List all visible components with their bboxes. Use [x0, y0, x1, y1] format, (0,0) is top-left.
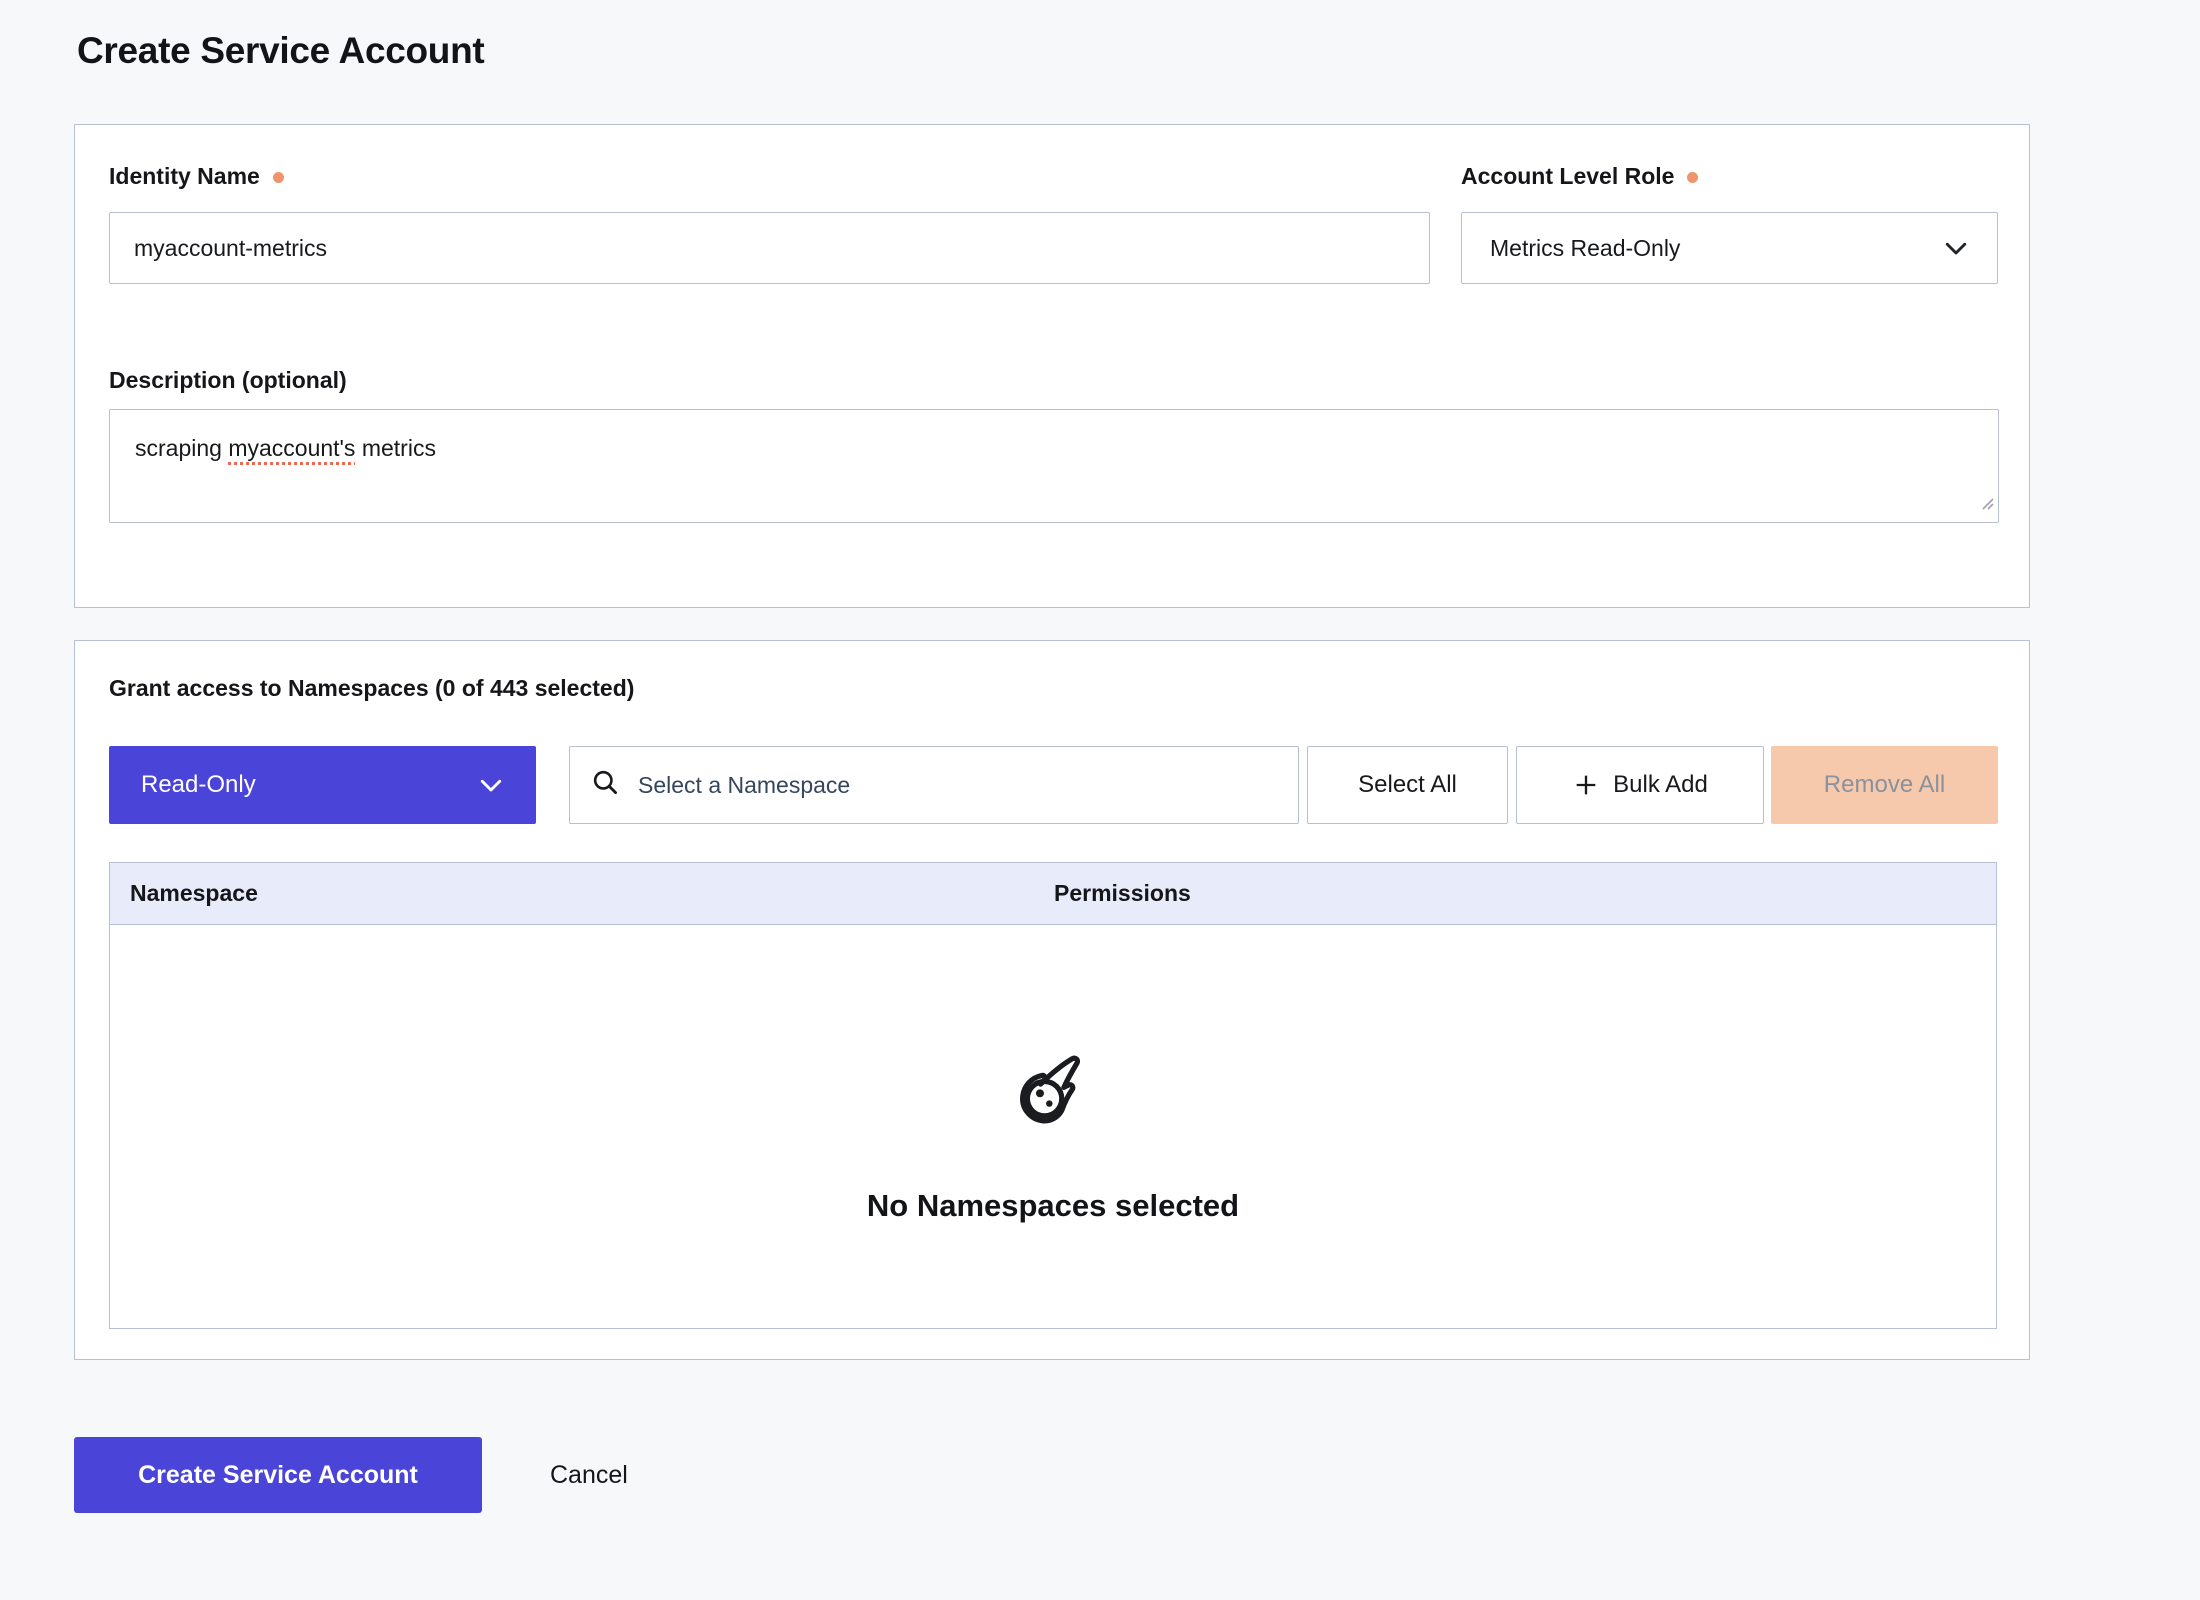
permission-role-value: Read-Only: [141, 771, 256, 798]
column-header-permissions: Permissions: [1054, 880, 1191, 906]
description-text: scraping: [135, 435, 229, 461]
account-level-role-label: Account Level Role: [1461, 163, 1699, 190]
namespaces-table-body: No Namespaces selected: [110, 925, 1996, 1328]
namespaces-table-header: Namespace Permissions: [110, 863, 1996, 925]
namespace-search-input[interactable]: [636, 770, 1278, 800]
comet-icon: [1007, 1045, 1099, 1142]
identity-name-label: Identity Name: [109, 163, 284, 190]
account-level-role-label-text: Account Level Role: [1461, 163, 1675, 189]
description-label: Description (optional): [109, 367, 347, 394]
chevron-down-icon: [476, 770, 506, 800]
description-text: metrics: [355, 435, 436, 461]
page-title: Create Service Account: [77, 30, 485, 71]
cancel-label: Cancel: [550, 1460, 628, 1489]
required-dot-icon: [1687, 172, 1699, 183]
permission-role-dropdown[interactable]: Read-Only: [109, 746, 536, 824]
namespaces-card: Grant access to Namespaces (0 of 443 sel…: [74, 640, 2030, 1360]
bulk-add-label: Bulk Add: [1613, 771, 1708, 798]
description-misspelled-word: myaccount's: [228, 435, 356, 461]
account-level-role-value: Metrics Read-Only: [1490, 234, 1681, 261]
namespace-search-box: [569, 746, 1299, 824]
namespaces-table: Namespace Permissions No Namespaces sele…: [109, 862, 1997, 1329]
bulk-add-button[interactable]: Bulk Add: [1516, 746, 1764, 824]
plus-icon: [1572, 771, 1600, 799]
column-header-namespace: Namespace: [130, 880, 258, 906]
namespaces-heading: Grant access to Namespaces (0 of 443 sel…: [109, 675, 635, 701]
empty-state-message: No Namespaces selected: [866, 1188, 1240, 1223]
search-icon: [590, 767, 621, 803]
create-service-account-button[interactable]: Create Service Account: [74, 1437, 482, 1513]
create-service-account-label: Create Service Account: [138, 1460, 418, 1489]
cancel-button[interactable]: Cancel: [550, 1437, 628, 1513]
account-level-role-select[interactable]: Metrics Read-Only: [1461, 212, 1998, 284]
required-dot-icon: [272, 172, 284, 183]
identity-name-input[interactable]: [109, 212, 1430, 284]
description-label-text: Description (optional): [109, 367, 347, 393]
empty-state: No Namespaces selected: [110, 925, 1996, 1328]
identity-name-label-text: Identity Name: [109, 163, 260, 189]
select-all-button[interactable]: Select All: [1307, 746, 1508, 824]
identity-card: Identity Name Account Level Role Metrics…: [74, 124, 2030, 608]
description-textarea[interactable]: scraping myaccount's metrics: [109, 409, 1999, 523]
chevron-down-icon: [1941, 233, 1971, 263]
remove-all-button[interactable]: Remove All: [1771, 746, 1998, 824]
remove-all-label: Remove All: [1823, 771, 1946, 798]
resize-handle-icon[interactable]: [1980, 488, 1995, 519]
select-all-label: Select All: [1358, 771, 1457, 798]
